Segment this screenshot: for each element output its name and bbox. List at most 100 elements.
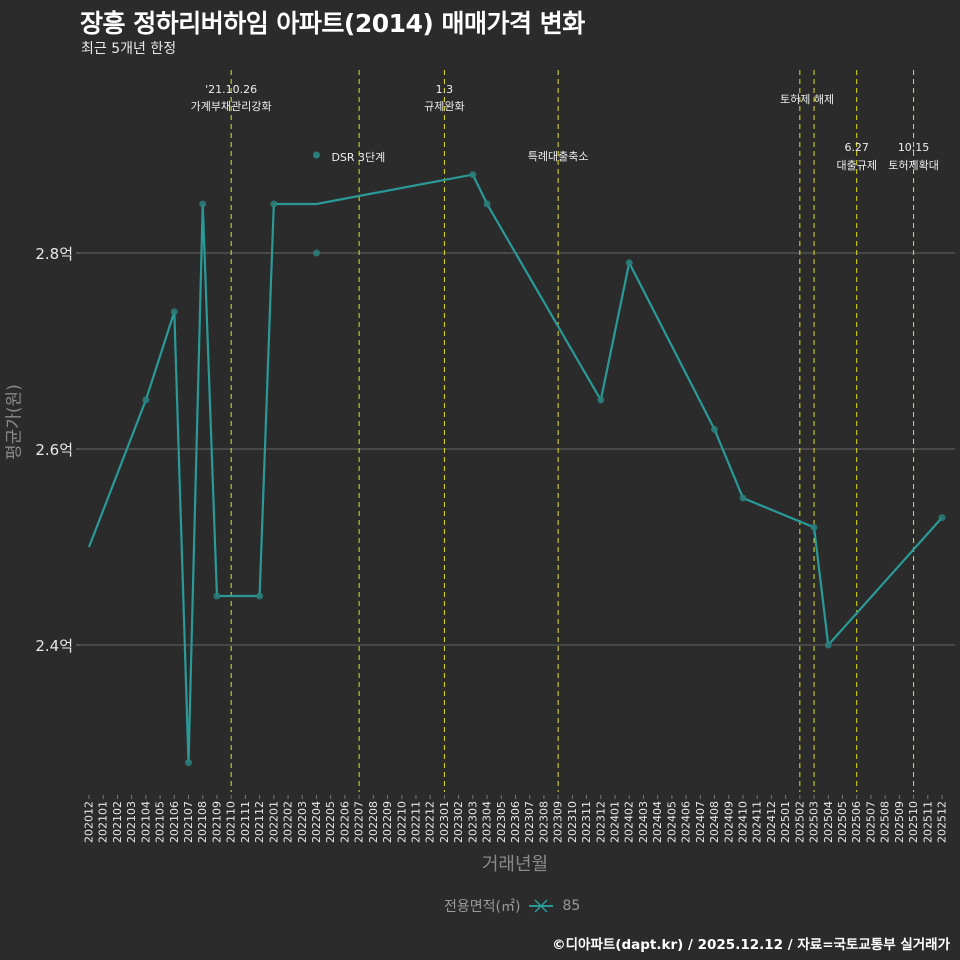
x-tick-label: 202101 <box>97 801 110 843</box>
data-point <box>938 514 946 522</box>
x-tick-label: 202507 <box>864 801 877 843</box>
x-tick-label: 202104 <box>139 801 152 843</box>
annotation-label: '21.10.26 <box>205 83 257 96</box>
series-line-85 <box>87 173 943 763</box>
x-tick-label: 202407 <box>694 801 707 843</box>
x-tick-label: 202403 <box>637 801 650 843</box>
annotation-label: 가계부채관리강화 <box>191 100 272 113</box>
annotation-label: 6.27 <box>844 141 869 154</box>
data-point <box>270 200 278 208</box>
legend-entry-85: 85 <box>562 898 581 914</box>
y-tick-label: 2.4억 <box>35 637 73 655</box>
x-tick-label: 202306 <box>509 801 522 843</box>
x-tick-label: 202409 <box>722 801 735 843</box>
x-tick-label: 202504 <box>822 801 835 843</box>
annotation-label: 토허제확대 <box>888 159 939 172</box>
x-tick-label: 202207 <box>353 801 366 843</box>
y-tick-label: 2.8억 <box>35 245 73 263</box>
x-tick-label: 202210 <box>395 801 408 843</box>
x-tick-label: 202107 <box>182 801 195 843</box>
annotation-label: 규제완화 <box>424 100 464 113</box>
data-point <box>213 592 221 600</box>
data-point <box>256 592 264 600</box>
x-tick-label: 202211 <box>409 801 422 843</box>
legend-title: 전용면적(㎡) <box>444 899 521 915</box>
x-tick-label: 202109 <box>210 801 223 843</box>
chart-subtitle: 최근 5개년 한정 <box>81 41 177 57</box>
x-tick-label: 202305 <box>495 801 508 843</box>
x-tick-label: 202502 <box>793 801 806 843</box>
x-tick-label: 202309 <box>552 801 565 843</box>
data-point <box>739 494 747 502</box>
data-point <box>142 396 150 404</box>
x-tick-label: 202505 <box>836 801 849 843</box>
x-tick-label: 202311 <box>580 801 593 843</box>
x-tick-label: 202509 <box>893 801 906 843</box>
data-point <box>469 171 477 179</box>
y-tick-label: 2.6억 <box>35 441 73 459</box>
x-tick-label: 202303 <box>466 801 479 843</box>
annotation-marker <box>312 151 320 159</box>
data-point <box>483 200 491 208</box>
x-tick-label: 202111 <box>239 801 252 843</box>
annotation-label: 토허제 해제 <box>780 92 834 106</box>
data-point <box>185 759 193 767</box>
x-tick-label: 202012 <box>83 801 96 843</box>
source-caption: ©디아파트(dapt.kr) / 2025.12.12 / 자료=국토교통부 실… <box>552 937 950 953</box>
x-tick-label: 202511 <box>921 801 934 843</box>
x-tick-label: 202212 <box>424 801 437 843</box>
x-tick-label: 202508 <box>879 801 892 843</box>
x-tick-label: 202408 <box>708 801 721 843</box>
x-tick-label: 202102 <box>111 801 124 843</box>
x-tick-label: 202103 <box>125 801 138 843</box>
annotation-label: DSR 3단계 <box>331 151 385 164</box>
x-tick-label: 202105 <box>154 801 167 843</box>
x-tick-label: 202307 <box>523 801 536 843</box>
x-tick-label: 202301 <box>438 801 451 843</box>
data-point <box>625 259 633 267</box>
data-point <box>824 641 832 649</box>
annotation-label: 10.15 <box>898 141 930 154</box>
x-tick-label: 202205 <box>324 801 337 843</box>
x-tick-label: 202209 <box>381 801 394 843</box>
x-tick-label: 202412 <box>765 801 778 843</box>
x-tick-label: 202112 <box>253 801 266 843</box>
x-tick-label: 202312 <box>594 801 607 843</box>
x-tick-label: 202110 <box>225 801 238 843</box>
annotation-label: 특례대출축소 <box>528 150 589 163</box>
data-point <box>597 396 605 404</box>
annotation-label: 1.3 <box>436 83 454 96</box>
x-axis-label: 거래년월 <box>481 854 549 875</box>
x-tick-label: 202202 <box>282 801 295 843</box>
x-tick-label: 202503 <box>808 801 821 843</box>
data-point <box>170 308 178 316</box>
x-tick-label: 202512 <box>936 801 949 843</box>
x-tick-label: 202201 <box>267 801 280 843</box>
x-tick-label: 202208 <box>367 801 380 843</box>
legend-line-icon <box>529 899 554 913</box>
data-point <box>711 425 719 433</box>
x-tick-label: 202308 <box>537 801 550 843</box>
x-tick-label: 202204 <box>310 801 323 843</box>
x-tick-label: 202108 <box>196 801 209 843</box>
x-tick-label: 202304 <box>481 801 494 843</box>
data-point <box>810 523 818 531</box>
x-tick-label: 202401 <box>609 801 622 843</box>
x-tick-label: 202404 <box>651 801 664 843</box>
x-tick-label: 202405 <box>665 801 678 843</box>
legend: 전용면적(㎡) 85 <box>444 896 580 916</box>
x-tick-label: 202402 <box>623 801 636 843</box>
x-tick-label: 202302 <box>452 801 465 843</box>
chart-title: 장흥 정하리버하임 아파트(2014) 매매가격 변화 <box>80 9 585 38</box>
x-tick-label: 202501 <box>779 801 792 843</box>
x-tick-label: 202410 <box>736 801 749 843</box>
x-tick-label: 202206 <box>338 801 351 843</box>
x-tick-label: 202506 <box>850 801 863 843</box>
x-tick-label: 202203 <box>296 801 309 843</box>
x-tick-label: 202411 <box>751 801 764 843</box>
x-tick-label: 202310 <box>566 801 579 843</box>
x-tick-label: 202106 <box>168 801 181 843</box>
data-point <box>312 249 320 257</box>
x-tick-label: 202510 <box>907 801 920 843</box>
